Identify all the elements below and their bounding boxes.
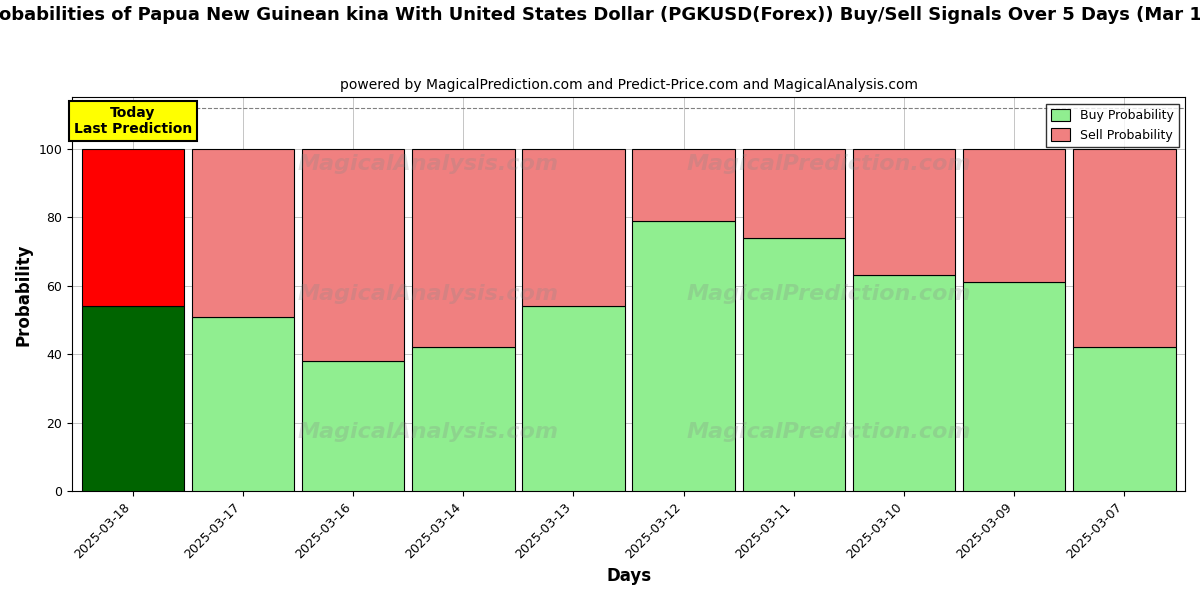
- Bar: [853, 275, 955, 491]
- Bar: [412, 347, 515, 491]
- Bar: [302, 149, 404, 361]
- Bar: [632, 221, 734, 491]
- Bar: [962, 282, 1066, 491]
- Y-axis label: Probability: Probability: [16, 243, 34, 346]
- Bar: [962, 149, 1066, 282]
- Bar: [412, 149, 515, 347]
- Text: MagicalAnalysis.com: MagicalAnalysis.com: [298, 154, 559, 174]
- Bar: [522, 149, 625, 306]
- Text: MagicalAnalysis.com: MagicalAnalysis.com: [298, 422, 559, 442]
- Title: powered by MagicalPrediction.com and Predict-Price.com and MagicalAnalysis.com: powered by MagicalPrediction.com and Pre…: [340, 78, 918, 92]
- Text: MagicalPrediction.com: MagicalPrediction.com: [686, 154, 971, 174]
- Bar: [1073, 347, 1176, 491]
- Text: MagicalPrediction.com: MagicalPrediction.com: [686, 422, 971, 442]
- Bar: [1073, 149, 1176, 347]
- Text: Today
Last Prediction: Today Last Prediction: [73, 106, 192, 136]
- Bar: [632, 149, 734, 221]
- Bar: [302, 361, 404, 491]
- Text: MagicalPrediction.com: MagicalPrediction.com: [686, 284, 971, 304]
- X-axis label: Days: Days: [606, 567, 652, 585]
- Bar: [743, 149, 845, 238]
- Text: Probabilities of Papua New Guinean kina With United States Dollar (PGKUSD(Forex): Probabilities of Papua New Guinean kina …: [0, 6, 1200, 24]
- Bar: [192, 149, 294, 317]
- Bar: [82, 306, 184, 491]
- Bar: [82, 149, 184, 306]
- Legend: Buy Probability, Sell Probability: Buy Probability, Sell Probability: [1046, 104, 1178, 147]
- Bar: [522, 306, 625, 491]
- Bar: [853, 149, 955, 275]
- Bar: [192, 317, 294, 491]
- Bar: [743, 238, 845, 491]
- Text: MagicalAnalysis.com: MagicalAnalysis.com: [298, 284, 559, 304]
